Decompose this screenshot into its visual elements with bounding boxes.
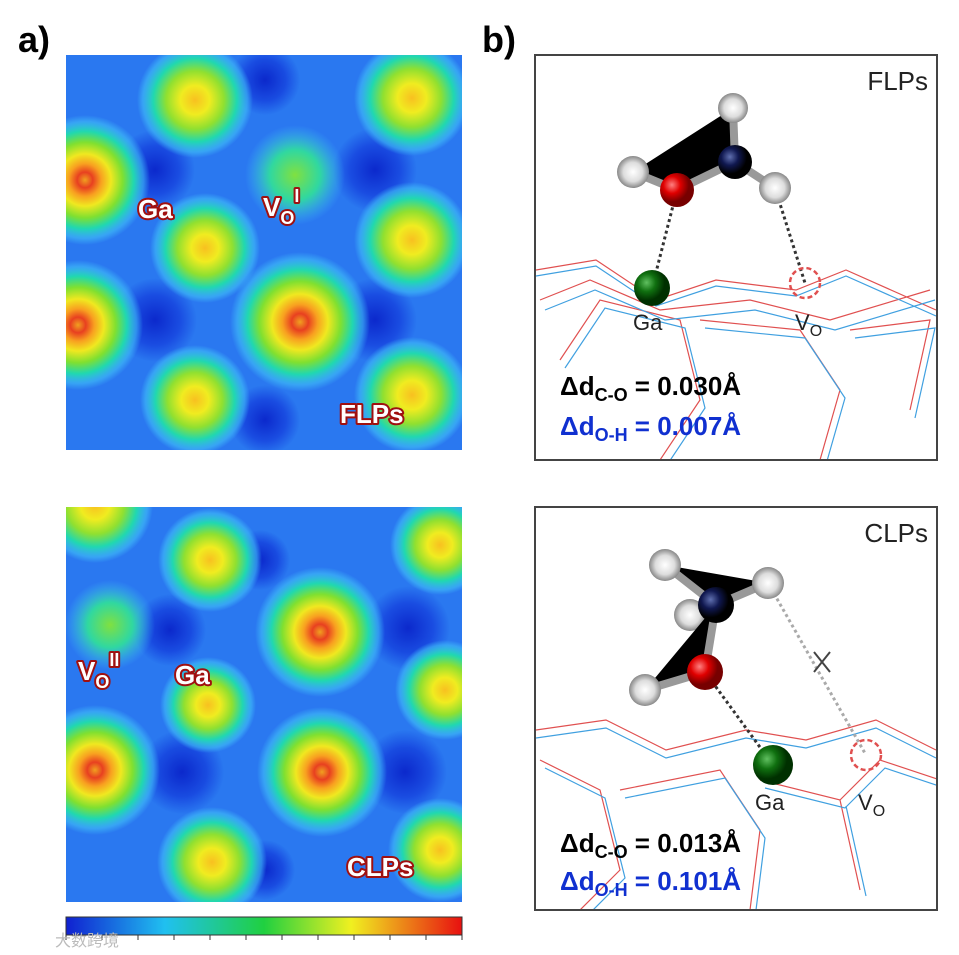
map-label: FLPs bbox=[340, 399, 404, 429]
map-label: Ga bbox=[138, 194, 173, 224]
panel-tag: FLPs bbox=[867, 66, 928, 96]
panel-label: b) bbox=[482, 19, 516, 60]
structure-panel bbox=[534, 506, 938, 911]
bond-change: ΔdC-O = 0.030Å bbox=[560, 371, 741, 405]
atom-label: Ga bbox=[633, 310, 663, 335]
atom-label: VO bbox=[795, 310, 822, 340]
atom-label: Ga bbox=[755, 790, 785, 815]
colorbar bbox=[65, 916, 463, 940]
bond-change: ΔdO-H = 0.007Å bbox=[560, 411, 741, 445]
panel-label: a) bbox=[18, 19, 50, 60]
map bbox=[66, 507, 462, 902]
map-label: VOI bbox=[263, 186, 299, 228]
panel-tag: CLPs bbox=[864, 518, 928, 548]
atom-label: VO bbox=[858, 790, 885, 820]
map-label: Ga bbox=[175, 660, 210, 690]
bond-change: ΔdO-H = 0.101Å bbox=[560, 866, 741, 900]
watermark: 大数跨境 bbox=[55, 931, 119, 950]
structure-panel bbox=[534, 54, 938, 461]
map-label: CLPs bbox=[347, 852, 413, 882]
map bbox=[66, 55, 462, 450]
map-label: VOII bbox=[78, 650, 119, 692]
bond-change: ΔdC-O = 0.013Å bbox=[560, 828, 741, 862]
